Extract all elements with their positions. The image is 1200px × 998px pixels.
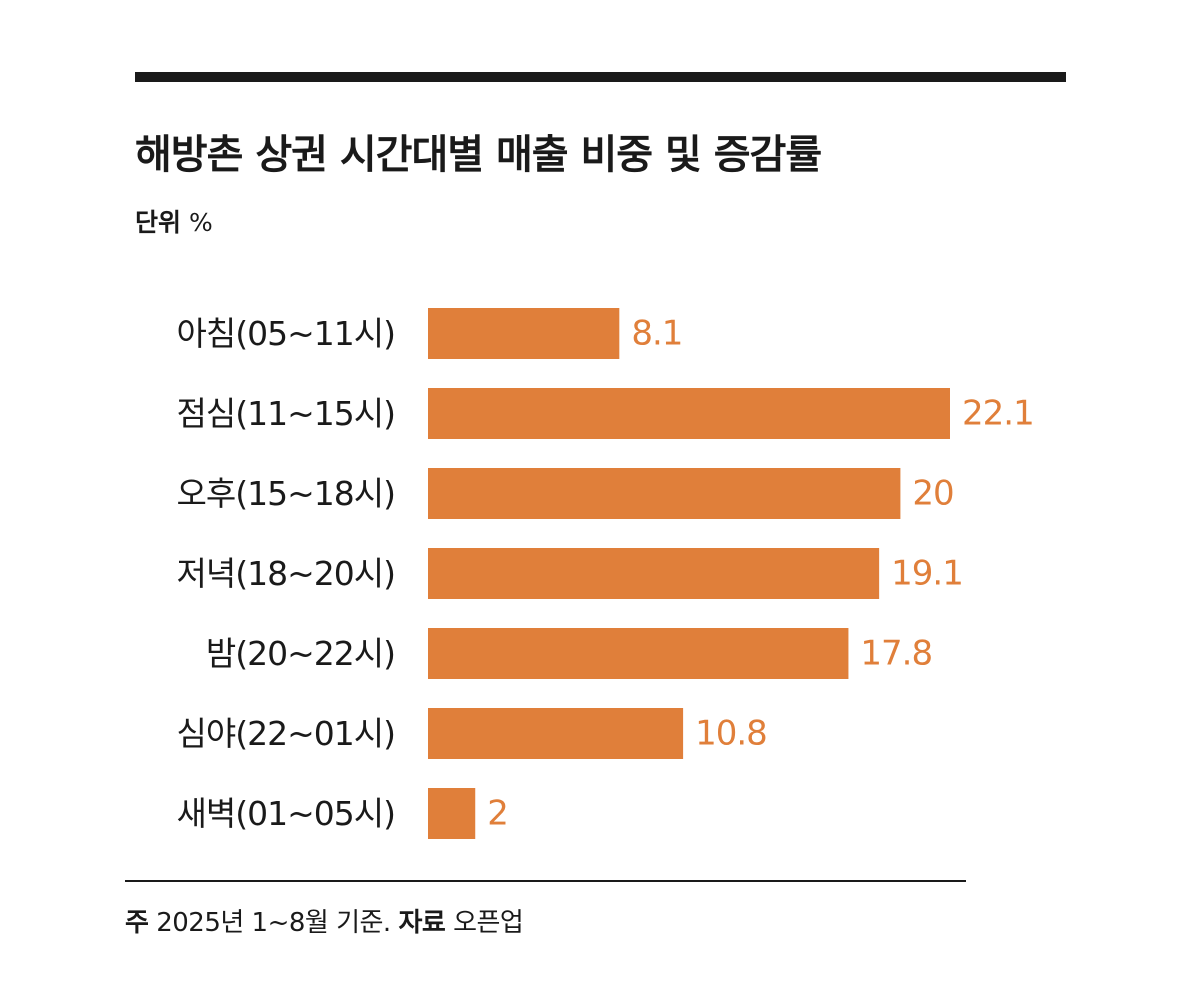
category-label: 오후(15~18시): [177, 474, 395, 513]
value-label: 22.1: [962, 394, 1034, 434]
note-label: 주: [125, 908, 149, 938]
value-label: 2: [487, 794, 508, 834]
bar: [428, 548, 880, 599]
value-label: 8.1: [631, 314, 682, 354]
unit-note: 단위 %: [135, 203, 213, 239]
unit-value: %: [188, 208, 213, 237]
bottom-rule: [125, 880, 966, 882]
category-label: 아침(05~11시): [177, 314, 395, 353]
value-label: 10.8: [695, 714, 767, 754]
category-label: 밤(20~22시): [206, 634, 395, 673]
footnote: 주 2025년 1~8월 기준. 자료 오픈업: [125, 902, 524, 939]
source-label: 자료: [398, 908, 446, 938]
bar: [428, 788, 476, 839]
value-label: 17.8: [860, 634, 932, 674]
category-label: 저녁(18~20시): [177, 554, 395, 593]
bar: [428, 628, 849, 679]
value-label: 19.1: [891, 554, 963, 594]
bar: [428, 308, 620, 359]
source-text: 오픈업: [453, 908, 524, 938]
value-label: 20: [912, 474, 953, 514]
bar: [428, 468, 901, 519]
chart-title: 해방촌 상권 시간대별 매출 비중 및 증감률: [135, 132, 822, 178]
bar: [428, 388, 950, 439]
top-rule: [135, 72, 1066, 82]
note-text: 2025년 1~8월 기준.: [156, 908, 391, 938]
category-label: 심야(22~01시): [177, 714, 395, 753]
unit-label: 단위: [135, 208, 182, 237]
category-label: 새벽(01~05시): [177, 794, 395, 833]
category-label: 점심(11~15시): [177, 394, 395, 433]
bar: [428, 708, 684, 759]
